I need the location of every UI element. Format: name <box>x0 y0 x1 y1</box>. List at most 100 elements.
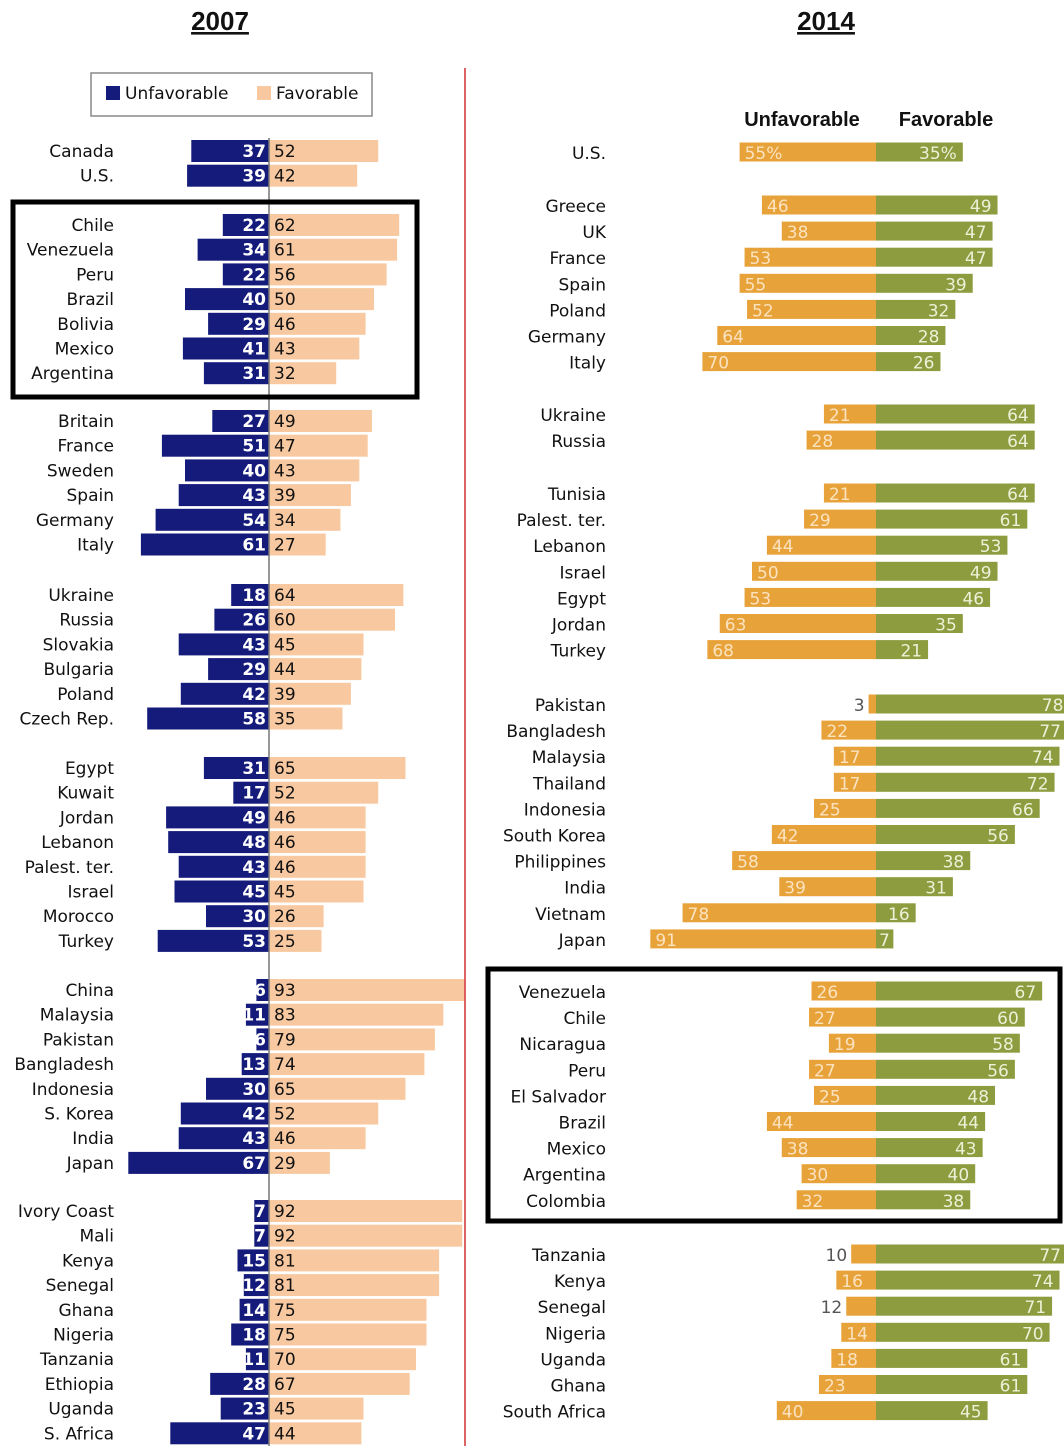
value-label-unfavorable-2014-peru: 27 <box>814 1061 836 1081</box>
country-label-2007-bulgaria: Bulgaria <box>44 660 115 680</box>
value-label-favorable-2014-thailand: 72 <box>1027 774 1049 794</box>
value-label-favorable-2007-russia: 60 <box>274 611 296 631</box>
country-label-2014-tunisia: Tunisia <box>547 485 606 505</box>
value-label-favorable-2007-bulgaria: 44 <box>274 660 296 680</box>
value-label-unfavorable-2014-spain: 55 <box>745 275 767 295</box>
bar-favorable-2014-argentina <box>876 1164 976 1184</box>
bar-favorable-2014-russia <box>876 430 1035 450</box>
value-label-unfavorable-2007-canada: 37 <box>242 142 266 162</box>
bar-favorable-2007-uganda <box>269 1397 364 1420</box>
bar-favorable-2007-turkey <box>269 929 322 952</box>
bar-unfavorable-2007-argentina <box>203 362 269 385</box>
value-label-favorable-2014-india: 31 <box>925 879 947 899</box>
bar-favorable-2007-ethiopia <box>269 1372 410 1395</box>
value-label-favorable-2007-ghana: 75 <box>274 1301 296 1321</box>
value-label-favorable-2007-kuwait: 52 <box>274 784 296 804</box>
bar-unfavorable-2014-south-africa <box>776 1401 876 1421</box>
bar-favorable-2007-morocco <box>269 905 324 928</box>
country-label-2007-sweden: Sweden <box>47 461 114 481</box>
value-label-unfavorable-2014-jordan: 63 <box>725 616 747 636</box>
country-label-2007-mexico: Mexico <box>55 340 114 360</box>
bar-favorable-2007-bangladesh <box>269 1053 425 1076</box>
bar-favorable-2007-chile <box>269 214 400 236</box>
country-label-2014-kenya: Kenya <box>554 1272 606 1292</box>
country-label-2014-turkey: Turkey <box>550 642 606 662</box>
value-label-favorable-2007-malaysia: 83 <box>274 1006 296 1026</box>
bar-unfavorable-2014-greece <box>761 195 876 215</box>
value-label-favorable-2007-spain: 39 <box>274 486 296 506</box>
country-label-2014-u-s: U.S. <box>572 144 606 164</box>
bar-unfavorable-2014-tunisia <box>823 483 876 503</box>
country-label-2014-vietnam: Vietnam <box>535 905 606 925</box>
bar-favorable-2014-indonesia <box>876 798 1040 818</box>
bar-favorable-2007-brazil <box>269 288 374 311</box>
value-label-unfavorable-2007-s-africa: 47 <box>242 1424 266 1444</box>
bar-unfavorable-2007-palest-ter <box>178 855 269 878</box>
value-label-unfavorable-2014-south-korea: 42 <box>777 827 799 847</box>
bar-favorable-2007-mexico <box>269 337 360 360</box>
country-label-2007-s-africa: S. Africa <box>44 1424 114 1444</box>
bar-unfavorable-2014-vietnam <box>682 903 876 923</box>
bar-unfavorable-2007-spain <box>178 484 269 507</box>
value-label-unfavorable-2007-india: 43 <box>242 1129 266 1149</box>
bar-unfavorable-2014-malaysia <box>833 746 876 766</box>
value-label-unfavorable-2014-italy: 70 <box>707 354 729 374</box>
bar-favorable-2007-senegal <box>269 1274 440 1297</box>
bar-favorable-2014-uk <box>876 221 993 241</box>
value-label-unfavorable-2007-russia: 26 <box>242 611 266 631</box>
value-label-unfavorable-2007-indonesia: 30 <box>242 1080 266 1100</box>
value-label-unfavorable-2007-ethiopia: 28 <box>242 1375 266 1395</box>
bar-unfavorable-2007-india <box>178 1127 269 1150</box>
bar-favorable-2007-ukraine <box>269 584 404 606</box>
bar-favorable-2014-greece <box>876 195 998 215</box>
value-label-unfavorable-2007-tanzania: 11 <box>242 1350 266 1370</box>
bar-favorable-2014-el-salvador <box>876 1085 996 1105</box>
value-label-favorable-2014-bangladesh: 77 <box>1039 722 1061 742</box>
value-label-unfavorable-2014-nicaragua: 19 <box>834 1035 856 1055</box>
value-label-unfavorable-2014-el-salvador: 25 <box>819 1087 841 1107</box>
bar-favorable-2007-russia <box>269 608 395 631</box>
bar-favorable-2007-germany <box>269 508 341 531</box>
value-label-favorable-2007-senegal: 81 <box>274 1276 296 1296</box>
country-label-2014-nigeria: Nigeria <box>545 1324 606 1344</box>
bar-favorable-2007-s-africa <box>269 1422 362 1445</box>
country-label-2007-canada: Canada <box>49 142 114 162</box>
bar-unfavorable-2014-egypt <box>744 587 876 607</box>
bar-favorable-2014-poland <box>876 299 956 319</box>
bar-favorable-2007-s-korea <box>269 1102 379 1125</box>
bar-unfavorable-2007-bulgaria <box>208 658 269 681</box>
bar-unfavorable-2014-peru <box>809 1059 876 1079</box>
bar-favorable-2014-chile <box>876 1007 1025 1027</box>
value-label-unfavorable-2007-pakistan: 6 <box>254 1030 266 1050</box>
country-label-2007-indonesia: Indonesia <box>32 1080 114 1100</box>
country-label-2007-germany: Germany <box>36 511 114 531</box>
bar-favorable-2014-bangladesh <box>876 720 1064 740</box>
bar-unfavorable-2007-ethiopia <box>210 1372 269 1395</box>
bar-favorable-2007-lebanon <box>269 831 366 854</box>
bar-unfavorable-2014-jordan <box>719 614 876 633</box>
value-label-unfavorable-2007-bulgaria: 29 <box>242 660 266 680</box>
country-label-2014-greece: Greece <box>545 197 606 217</box>
bar-favorable-2014-lebanon <box>876 535 1008 555</box>
bar-favorable-2014-kenya <box>876 1270 1060 1290</box>
country-label-2014-ghana: Ghana <box>550 1377 606 1397</box>
value-label-unfavorable-2007-ivory-coast: 7 <box>254 1202 266 1222</box>
value-label-favorable-2007-tanzania: 70 <box>274 1350 296 1370</box>
value-label-unfavorable-2014-palest-ter: 29 <box>809 511 831 531</box>
value-label-unfavorable-2014-france: 53 <box>750 249 772 269</box>
value-label-favorable-2007-ivory-coast: 92 <box>274 1202 296 1222</box>
bar-favorable-2007-china <box>269 979 465 1001</box>
country-label-2007-japan: Japan <box>66 1154 114 1174</box>
value-label-unfavorable-2007-china: 6 <box>254 981 266 1001</box>
bar-unfavorable-2007-ghana <box>239 1298 269 1321</box>
bar-favorable-2014-malaysia <box>876 746 1060 766</box>
country-label-2014-venezuela: Venezuela <box>519 983 606 1003</box>
bar-favorable-2014-nicaragua <box>876 1033 1020 1053</box>
country-label-2007-israel: Israel <box>68 883 114 903</box>
bar-unfavorable-2014-ukraine <box>823 404 876 424</box>
bar-favorable-2007-kenya <box>269 1249 440 1272</box>
country-label-2014-palest-ter: Palest. ter. <box>517 511 606 531</box>
value-label-favorable-2007-china: 93 <box>274 981 296 1001</box>
value-label-unfavorable-2014-ghana: 23 <box>824 1377 846 1397</box>
